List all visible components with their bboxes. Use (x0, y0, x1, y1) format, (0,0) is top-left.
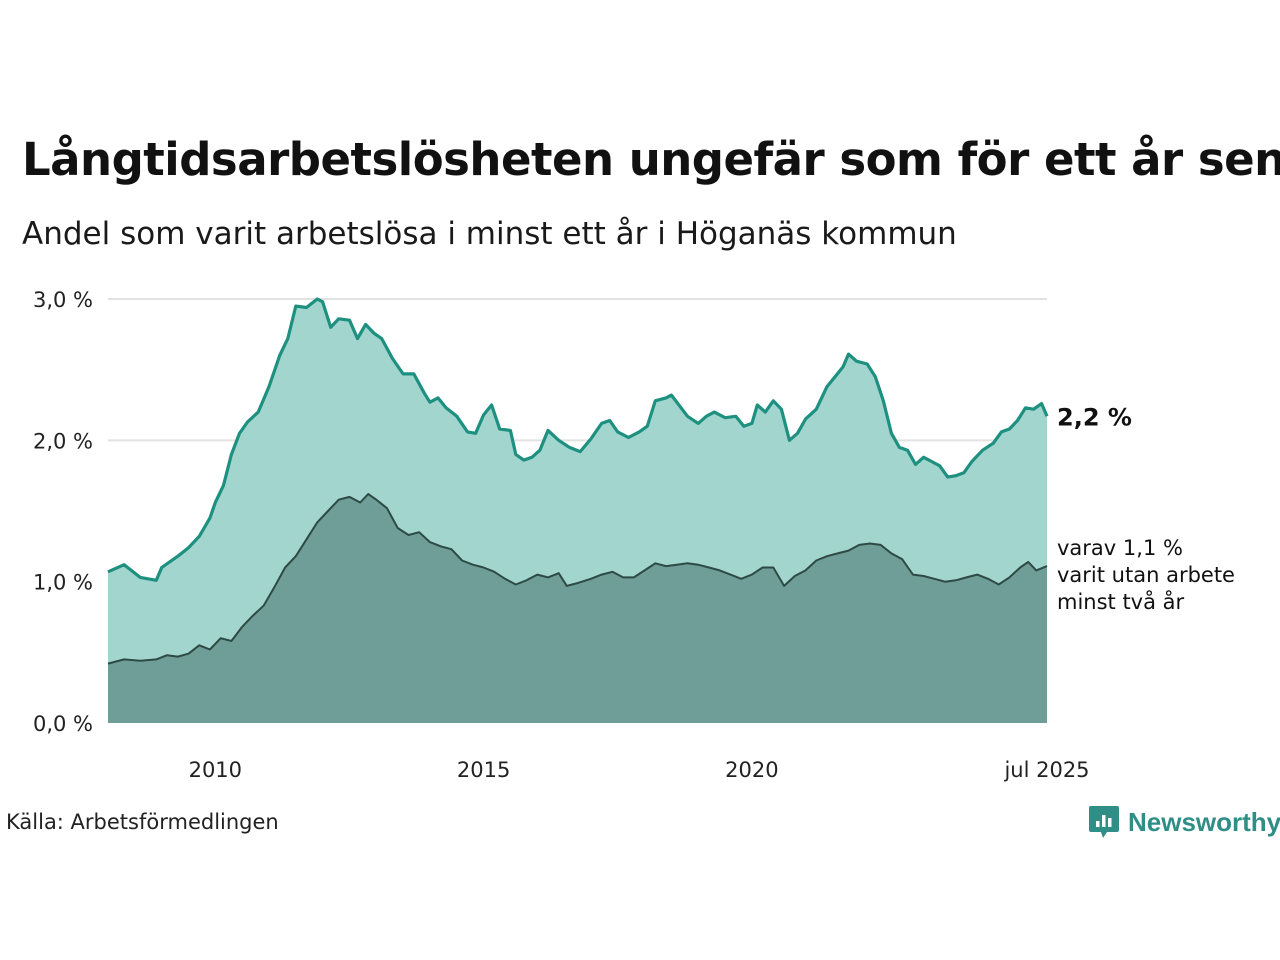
chart-subtitle: Andel som varit arbetslösa i minst ett å… (22, 216, 957, 252)
source-note: Källa: Arbetsförmedlingen (6, 810, 279, 834)
series-area-two_years (108, 494, 1047, 723)
y-axis-ticks: 0,0 % 1,0 % 2,0 % 3,0 % (33, 288, 93, 736)
series-areas (107, 297, 1049, 723)
y-tick-label: 0,0 % (33, 712, 93, 736)
chart-title: Långtidsarbetslösheten ungefär som för e… (22, 133, 1280, 186)
y-tick-label: 1,0 % (33, 571, 93, 595)
x-tick-label: 2020 (725, 758, 778, 782)
brand-logo: Newsworthy (1088, 804, 1280, 840)
end-label-total: 2,2 % (1057, 403, 1132, 431)
x-tick-label: 2015 (457, 758, 510, 782)
y-tick-label: 2,0 % (33, 429, 93, 453)
brand-name: Newsworthy (1128, 806, 1280, 837)
y-tick-label: 3,0 % (33, 288, 93, 312)
x-tick-label: jul 2025 (1003, 758, 1089, 782)
x-axis-ticks: 2010 2015 2020 jul 2025 (189, 758, 1090, 782)
series-line-two_years (107, 493, 1048, 665)
series-line-total (107, 297, 1049, 582)
end-labels: 2,2 % varav 1,1 % varit utan arbete minst t… (1057, 403, 1235, 614)
x-tick-label: 2010 (189, 758, 242, 782)
end-label-two-years: varav 1,1 % varit utan arbete minst två år (1057, 536, 1235, 614)
newsworthy-logo-icon (1089, 806, 1119, 838)
